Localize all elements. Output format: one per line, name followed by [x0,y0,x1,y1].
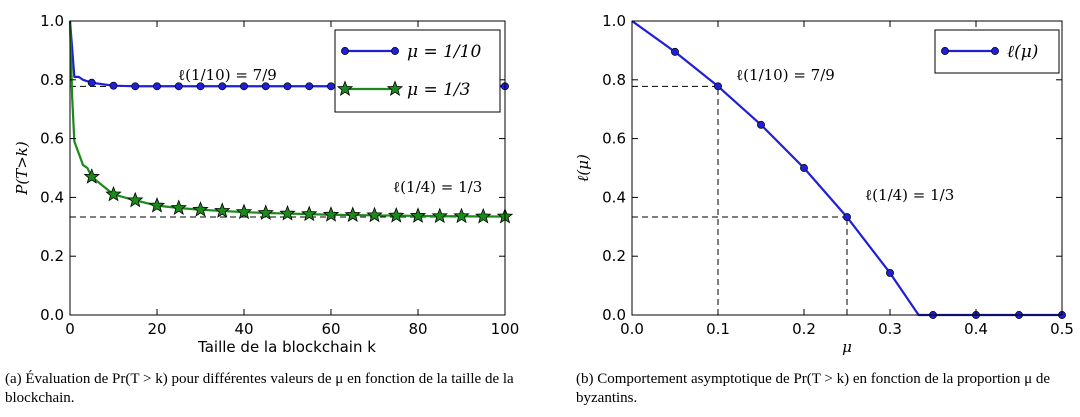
legend-marker-a-1-1 [386,80,404,96]
data-point-a-1-5 [192,201,209,217]
y-tick-label-b-2: 0.4 [602,188,626,206]
x-tick-label-a-3: 60 [321,320,340,338]
x-tick-label-a-2: 40 [234,320,253,338]
legend-marker-b-0-0 [941,47,949,55]
data-point-a-1-9 [279,204,296,221]
x-tick-label-a-1: 20 [147,320,166,338]
data-point-a-1-3 [148,197,166,213]
y-axis-label-a: P(T>k) [13,141,31,196]
y-tick-label-a-1: 0.2 [40,247,64,265]
x-tick-label-b-4: 0.4 [964,320,988,338]
y-tick-label-b-1: 0.2 [602,247,626,265]
data-point-a-0-10 [305,82,314,91]
plot-frame-a [69,20,506,316]
y-tick-label-b-3: 0.6 [602,130,626,148]
data-point-a-0-1 [109,81,118,90]
data-point-a-0-7 [240,82,248,91]
x-tick-label-b-3: 0.3 [878,320,902,338]
data-point-a-1-16 [431,207,448,224]
x-axis-label-a: Taille de la blockchain k [197,338,376,356]
data-point-b-0-0 [671,47,679,56]
data-point-a-1-2 [127,191,144,208]
data-point-a-0-6 [218,82,227,91]
data-point-a-1-14 [388,207,405,223]
data-point-a-1-15 [409,207,427,223]
data-point-a-1-0 [83,168,100,184]
data-point-a-0-11 [327,82,335,91]
y-axis-label-b: ℓ(μ) [574,154,592,182]
data-point-b-0-2 [757,120,765,129]
data-point-a-0-8 [261,82,270,91]
caption-b: (b) Comportement asymptotique de Pr(T > … [576,371,1051,406]
legend-marker-a-0-0 [341,47,349,55]
data-point-b-0-4 [843,213,851,222]
data-point-a-1-7 [235,203,253,220]
x-tick-label-b-1: 0.1 [706,320,730,338]
legend-label-a-1: μ = 1/3 [407,80,470,100]
y-tick-label-b-0: 0.0 [602,306,626,324]
y-tick-label-a-5: 1.0 [40,12,64,30]
legend-marker-b-0-1 [991,47,999,55]
data-point-a-1-8 [257,204,274,220]
y-tick-label-a-2: 0.4 [40,188,64,206]
data-point-a-1-18 [475,207,492,224]
data-point-a-1-10 [301,205,318,222]
data-point-b-0-5 [886,269,894,277]
annotation-b-1: ℓ(1/4) = 1/3 [865,186,954,204]
data-point-a-1-13 [366,206,383,223]
data-point-b-0-3 [800,164,808,172]
legend-label-b-0: ℓ(μ) [1007,42,1038,62]
data-point-a-0-5 [196,82,205,91]
x-tick-label-a-5: 100 [491,320,520,338]
x-tick-label-b-5: 0.5 [1050,320,1074,338]
annotation-b-0: ℓ(1/10) = 7/9 [736,66,835,84]
annotation-a-1: ℓ(1/4) = 1/3 [393,178,482,196]
data-point-a-0-3 [153,82,161,91]
x-axis-label-b: μ [842,338,852,356]
data-point-a-0-9 [283,82,292,91]
y-tick-label-b-4: 0.8 [602,71,626,89]
y-tick-label-a-3: 0.6 [40,130,64,148]
legend-marker-a-0-1 [391,47,399,55]
x-tick-label-a-0: 0 [65,320,75,338]
data-point-a-1-4 [170,199,187,215]
x-tick-label-b-0: 0.0 [620,320,644,338]
data-point-a-0-2 [131,82,140,91]
legend-label-a-0: μ = 1/10 [407,42,481,62]
data-point-a-1-17 [453,207,470,224]
legend-box-a [334,29,501,113]
data-point-a-0-4 [174,82,183,91]
x-tick-label-b-2: 0.2 [792,320,816,338]
data-point-b-0-1 [714,82,722,91]
caption-a: (a) Évaluation de Pr(T > k) pour différe… [5,371,514,406]
y-tick-label-a-0: 0.0 [40,306,64,324]
y-tick-label-a-4: 0.8 [40,71,64,89]
data-point-a-1-1 [105,185,122,202]
data-point-a-1-6 [214,202,231,218]
data-point-a-1-11 [322,206,340,222]
y-tick-label-b-5: 1.0 [602,12,626,30]
data-point-a-1-12 [344,206,361,223]
data-point-a-0-0 [87,78,96,87]
plot-frame-b [631,20,1063,316]
legend-marker-a-1-0 [336,80,354,96]
x-tick-label-a-4: 80 [408,320,427,338]
annotation-a-0: ℓ(1/10) = 7/9 [178,66,277,84]
